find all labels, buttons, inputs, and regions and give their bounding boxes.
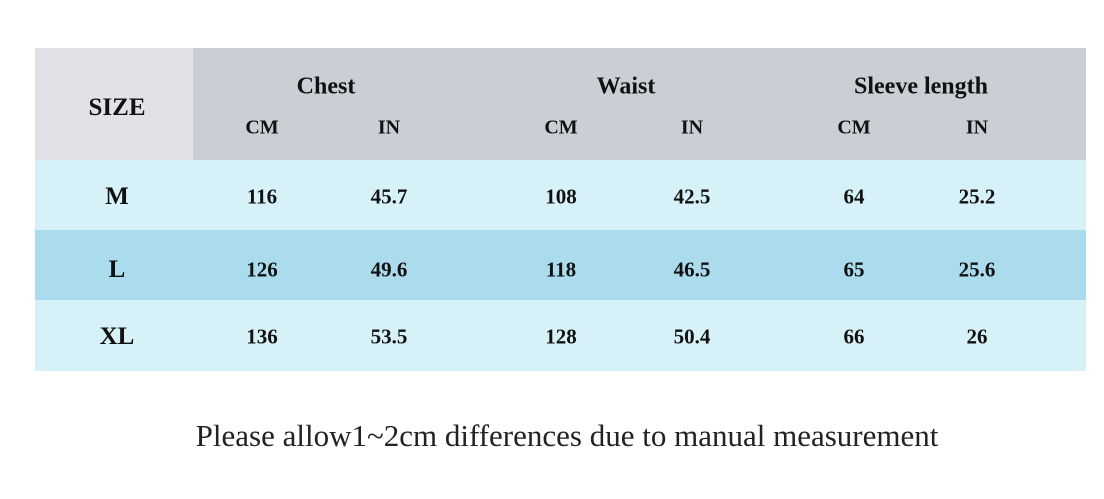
cell-value: 46.5 [673,257,711,282]
cell-value: 42.5 [673,184,711,209]
row-bg [35,230,1086,300]
size-header-bg [35,48,193,160]
cell-value: 65 [843,257,865,282]
unit-header: CM [544,116,578,139]
cell-value: 25.2 [958,184,996,209]
unit-header: IN [965,116,989,139]
unit-header: IN [377,116,401,139]
cell-value: 25.6 [958,257,996,282]
cell-value: 108 [545,184,577,209]
cell-value: 50.4 [673,324,711,349]
size-label: L [108,256,126,283]
cell-value: 66 [843,324,865,349]
cell-value: 116 [246,184,278,209]
row-bg [35,300,1086,371]
cell-value: 136 [246,324,278,349]
header-bg [193,48,1086,160]
row-bg [35,160,1086,230]
cell-value: 45.7 [370,184,408,209]
cell-value: 64 [843,184,865,209]
cell-value: 49.6 [370,257,408,282]
size-label: XL [99,323,135,350]
cell-value: 128 [545,324,577,349]
size-label: M [105,183,129,210]
group-header: Sleeve length [854,73,988,100]
group-header: Chest [296,73,356,100]
size-header: SIZE [88,94,146,121]
unit-header: CM [837,116,871,139]
cell-value: 126 [246,257,278,282]
footnote: Please allow1~2cm differences due to man… [195,418,939,453]
cell-value: 118 [545,257,577,282]
cell-value: 26 [966,324,988,349]
cell-value: 53.5 [370,324,408,349]
unit-header: IN [680,116,704,139]
unit-header: CM [245,116,279,139]
group-header: Waist [596,73,656,100]
